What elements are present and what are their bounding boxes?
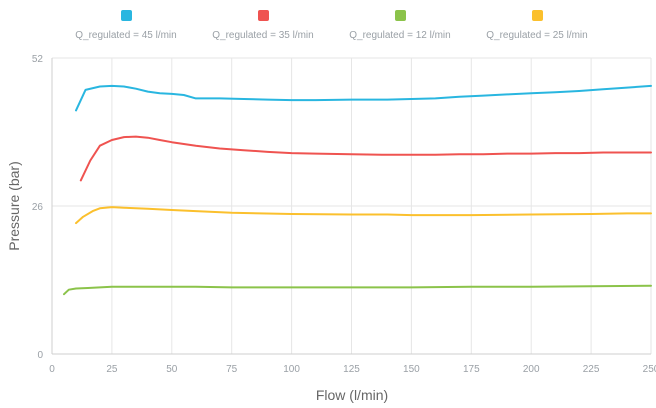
x-tick-label: 50 — [166, 364, 178, 375]
legend-item[interactable]: Q_regulated = 25 l/min — [486, 10, 588, 41]
x-tick-label: 175 — [463, 364, 480, 375]
x-tick-label: 75 — [226, 364, 238, 375]
legend-label: Q_regulated = 12 l/min — [349, 30, 450, 41]
grid — [51, 57, 652, 355]
legend-label: Q_regulated = 45 l/min — [75, 30, 176, 41]
legend-swatch — [258, 10, 269, 21]
series-line — [63, 284, 652, 296]
legend-swatch — [532, 10, 543, 21]
x-tick-label: 100 — [283, 364, 300, 375]
y-axis-title: Pressure (bar) — [6, 161, 22, 250]
series-lines — [63, 84, 652, 296]
series-line — [79, 135, 652, 182]
legend-swatch — [395, 10, 406, 21]
y-tick-label: 26 — [32, 202, 44, 213]
legend-item[interactable]: Q_regulated = 35 l/min — [212, 10, 314, 41]
x-axis-title: Flow (l/min) — [316, 387, 388, 403]
y-tick-label: 52 — [32, 54, 44, 65]
legend-item[interactable]: Q_regulated = 45 l/min — [75, 10, 177, 41]
legend-label: Q_regulated = 35 l/min — [212, 30, 313, 41]
x-tick-label: 25 — [106, 364, 118, 375]
axes: 0 25 50 75 100 125 150 175 200 225 250 0 26 52 — [32, 54, 656, 375]
x-tick-label: 125 — [343, 364, 360, 375]
x-tick-label: 200 — [523, 364, 540, 375]
x-tick-label: 0 — [49, 364, 55, 375]
legend: Q_regulated = 45 l/min Q_regulated = 35 l… — [75, 10, 588, 41]
series-line — [75, 206, 652, 225]
series-line — [75, 84, 652, 112]
x-tick-label: 150 — [403, 364, 420, 375]
legend-swatch — [121, 10, 132, 21]
y-tick-label: 0 — [37, 350, 43, 361]
x-tick-label: 250 — [643, 364, 656, 375]
legend-label: Q_regulated = 25 l/min — [486, 30, 587, 41]
x-tick-label: 225 — [583, 364, 600, 375]
legend-item[interactable]: Q_regulated = 12 l/min — [349, 10, 451, 41]
